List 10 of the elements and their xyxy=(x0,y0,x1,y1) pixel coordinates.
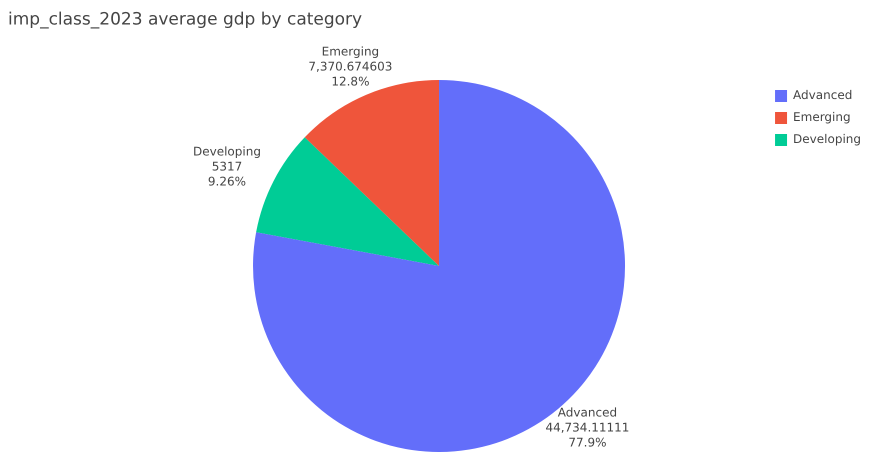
data-label: 7,370.674603 12.8% xyxy=(308,59,392,88)
data-label: 5317 9.26% xyxy=(208,160,246,189)
data-label: 44,734.11111 77.9% xyxy=(545,420,630,450)
slice-label: Advanced xyxy=(558,406,618,420)
legend-label: Developing xyxy=(793,132,862,146)
slice-label: Developing xyxy=(192,144,261,159)
slice-label: Emerging xyxy=(322,44,380,58)
legend-label: Advanced xyxy=(793,88,852,102)
chart-title: imp_class_2023 average gdp by category xyxy=(8,9,362,30)
legend-label: Emerging xyxy=(793,110,851,124)
